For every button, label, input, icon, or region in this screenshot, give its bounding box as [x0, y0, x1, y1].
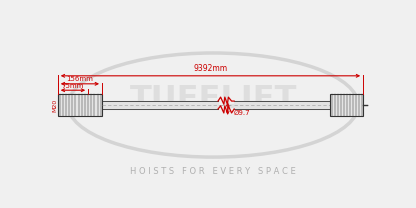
Text: Ø9.7: Ø9.7	[233, 110, 250, 116]
Text: M20: M20	[53, 98, 58, 112]
Text: 75mm: 75mm	[62, 83, 84, 89]
Bar	[330, 94, 363, 116]
Text: H O I S T S   F O R   E V E R Y   S P A C E: H O I S T S F O R E V E R Y S P A C E	[130, 167, 296, 176]
Text: TUFFLIFT: TUFFLIFT	[129, 84, 297, 115]
Bar	[58, 94, 102, 116]
Text: 9392mm: 9392mm	[193, 64, 228, 73]
Text: 156mm: 156mm	[67, 76, 93, 82]
